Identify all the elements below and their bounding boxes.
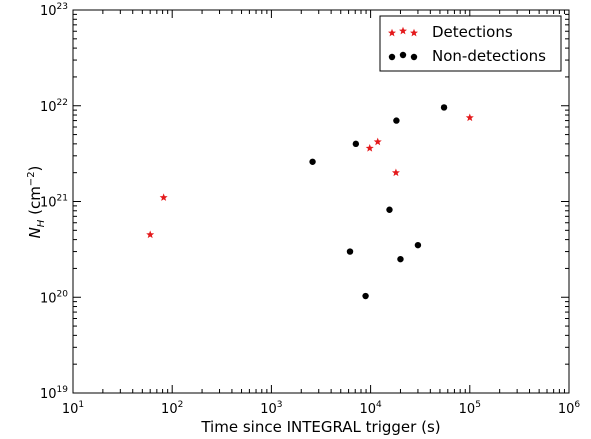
legend-marker-detections bbox=[410, 28, 418, 37]
y-tick-label: 1021 bbox=[40, 194, 68, 211]
legend-marker-detections bbox=[399, 26, 407, 35]
x-tick-label: 104 bbox=[359, 400, 382, 417]
non-detection-point bbox=[352, 140, 360, 148]
non-detection-point bbox=[393, 117, 400, 124]
non-detection-point bbox=[309, 158, 316, 165]
legend-label-detections: Detections bbox=[432, 23, 513, 41]
legend-marker-detections bbox=[388, 28, 396, 37]
x-tick-label: 102 bbox=[161, 400, 183, 417]
legend-marker-non-detections bbox=[410, 53, 418, 61]
x-tick-label: 101 bbox=[62, 400, 84, 417]
x-tick-label: 103 bbox=[260, 400, 282, 417]
tick-marks bbox=[72, 9, 570, 394]
x-axis-label: Time since INTEGRAL trigger (s) bbox=[200, 418, 440, 436]
plot-area bbox=[72, 9, 570, 394]
tick-labels: 101 102 103 104 105 106 1019 1020 1021 1022 1023 bbox=[40, 2, 580, 417]
legend-label-non-detections: Non-detections bbox=[432, 47, 546, 65]
y-tick-label: 1020 bbox=[40, 289, 68, 306]
legend-marker-non-detections bbox=[388, 53, 396, 61]
non-detection-point bbox=[397, 255, 404, 263]
non-detection-point bbox=[440, 104, 448, 111]
data-points bbox=[146, 104, 474, 300]
detection-point bbox=[465, 113, 474, 122]
legend-markers bbox=[388, 26, 418, 61]
y-tick-label: 1022 bbox=[40, 98, 68, 115]
legend-box bbox=[379, 15, 562, 72]
y-axis-label: NH (cm−2) bbox=[26, 166, 47, 239]
detection-point bbox=[373, 137, 382, 146]
y-tick-label: 1019 bbox=[40, 385, 68, 402]
non-detection-point bbox=[414, 241, 422, 249]
detection-point bbox=[159, 193, 168, 201]
y-tick-label: 1023 bbox=[40, 2, 68, 19]
non-detection-point bbox=[346, 248, 354, 255]
x-tick-label: 105 bbox=[459, 400, 481, 417]
legend-marker-non-detections bbox=[399, 51, 407, 59]
x-tick-label: 106 bbox=[558, 400, 581, 417]
legend: Detections Non-detections bbox=[379, 15, 562, 72]
non-detection-point bbox=[386, 206, 393, 213]
detection-point bbox=[365, 144, 374, 152]
detection-point bbox=[146, 230, 155, 239]
detection-point bbox=[391, 168, 400, 177]
non-detection-point bbox=[362, 292, 369, 300]
